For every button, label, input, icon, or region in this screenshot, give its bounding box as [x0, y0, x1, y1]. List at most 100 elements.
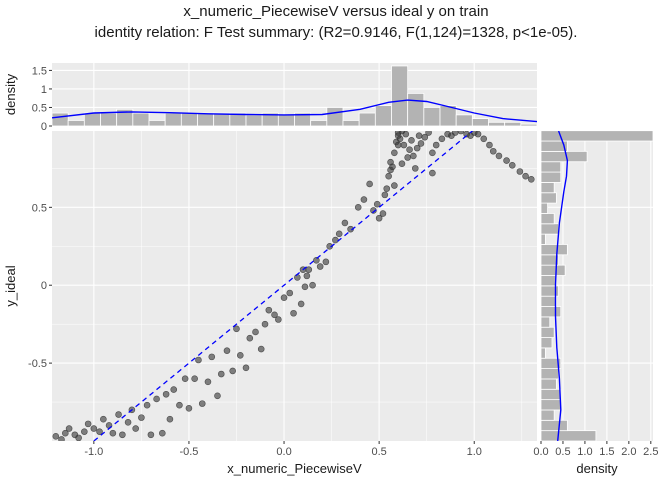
y-tick-label: 0.5 — [32, 202, 47, 214]
scatter-point — [381, 191, 389, 199]
top-histogram-bar — [471, 118, 489, 126]
scatter-point — [84, 420, 92, 428]
right-histogram-bar — [541, 368, 559, 380]
scatter-point — [214, 392, 221, 400]
top-histogram — [52, 65, 537, 126]
top-y-tick-label: 0.5 — [32, 102, 47, 114]
scatter-point — [223, 347, 231, 354]
scatter-point — [58, 436, 65, 441]
top-histogram-bar — [326, 107, 344, 126]
scatter-point — [185, 404, 193, 412]
scatter-point — [391, 182, 398, 189]
scatter-point — [417, 140, 425, 147]
top-histogram-bar — [488, 121, 506, 126]
scatter-point — [204, 378, 212, 386]
right-histogram-bar — [541, 316, 551, 328]
scatter-point — [489, 147, 497, 155]
right-histogram-bar — [541, 150, 588, 163]
right-x-tick-label: 0.5 — [555, 446, 570, 458]
scatter-point — [411, 165, 419, 172]
scatter-point — [394, 141, 402, 149]
scatter-point — [383, 185, 391, 192]
top-density-axis-title: density — [3, 73, 18, 115]
right-histogram-bar — [541, 388, 562, 401]
scatter-point — [96, 428, 103, 435]
scatter-point — [389, 163, 396, 171]
top-histogram-bar — [504, 121, 522, 126]
right-histogram-bar — [541, 337, 553, 349]
top-histogram-bar — [180, 112, 198, 126]
scatter-points — [52, 131, 535, 441]
scatter-point — [109, 429, 117, 437]
scatter-point — [271, 311, 278, 319]
scatter-point — [360, 196, 368, 203]
scatter-point — [261, 320, 269, 328]
scatter-point — [354, 204, 362, 211]
right-histogram-bar — [541, 347, 546, 359]
scatter-point — [480, 135, 488, 143]
right-histogram-bar — [541, 295, 557, 307]
scatter-point — [229, 367, 236, 375]
right-histogram-bar — [541, 409, 555, 421]
right-histogram-bar — [541, 171, 562, 183]
right-histogram — [541, 131, 653, 441]
scatter-point — [181, 375, 189, 382]
top-histogram-bar — [391, 65, 409, 126]
scatter-point — [347, 225, 354, 233]
right-histogram-bar — [541, 223, 559, 235]
top-y-tick-label: 0 — [41, 121, 47, 133]
top-histogram-bar — [197, 112, 215, 126]
right-histogram-bar — [541, 202, 548, 214]
x-tick-label: -0.5 — [179, 446, 198, 458]
main-panel-background — [52, 131, 537, 441]
scatter-point — [503, 157, 510, 164]
top-histogram-bar — [100, 112, 118, 126]
right-histogram-bar — [541, 192, 557, 204]
y-axis-title: y_ideal — [3, 265, 18, 306]
scatter-point — [474, 131, 482, 138]
x-tick-label: -1.0 — [84, 446, 103, 458]
scatter-point — [438, 135, 446, 143]
scatter-point — [246, 334, 254, 342]
right-histogram-bar — [541, 275, 557, 287]
scatter-point — [233, 325, 240, 333]
right-histogram-bar — [541, 399, 562, 411]
scatter-point — [410, 152, 417, 160]
scatter-point — [162, 390, 170, 398]
scatter-point — [522, 172, 529, 180]
top-histogram-bar — [520, 123, 537, 126]
right-x-tick-label: 1.5 — [599, 446, 614, 458]
top-histogram-bar — [374, 105, 392, 126]
right-x-tick-label: 2.0 — [621, 446, 636, 458]
scatter-point — [404, 154, 411, 161]
scatter-point — [198, 400, 206, 407]
scatter-point — [294, 274, 301, 281]
scatter-point — [100, 415, 107, 423]
right-histogram-bar — [541, 326, 555, 338]
scatter-point — [398, 160, 406, 168]
scatter-point — [275, 316, 282, 323]
scatter-point — [366, 180, 373, 188]
scatter-point — [341, 219, 349, 227]
scatter-point — [297, 300, 305, 308]
identity-reference-line — [93, 131, 474, 441]
scatter-point — [290, 309, 297, 317]
scatter-point — [208, 353, 216, 361]
scatter-point — [432, 141, 440, 149]
scatter-point — [252, 328, 259, 336]
scatter-point — [191, 375, 198, 382]
scatter-point — [176, 401, 183, 409]
scatter-point — [457, 131, 465, 135]
top-histogram-bar — [148, 120, 166, 126]
chart-title: x_numeric_PiecewiseV versus ideal y on t… — [183, 3, 489, 20]
scatter-point — [415, 132, 423, 139]
top-histogram-bar — [358, 112, 376, 126]
right-gridlines — [541, 131, 653, 441]
scatter-point — [527, 175, 535, 183]
scatter-point — [90, 425, 98, 432]
scatter-point — [375, 214, 383, 222]
x-axis-title: x_numeric_PiecewiseV — [227, 461, 362, 476]
scatter-point — [332, 236, 339, 244]
right-x-tick-label: 2.5 — [643, 446, 658, 458]
